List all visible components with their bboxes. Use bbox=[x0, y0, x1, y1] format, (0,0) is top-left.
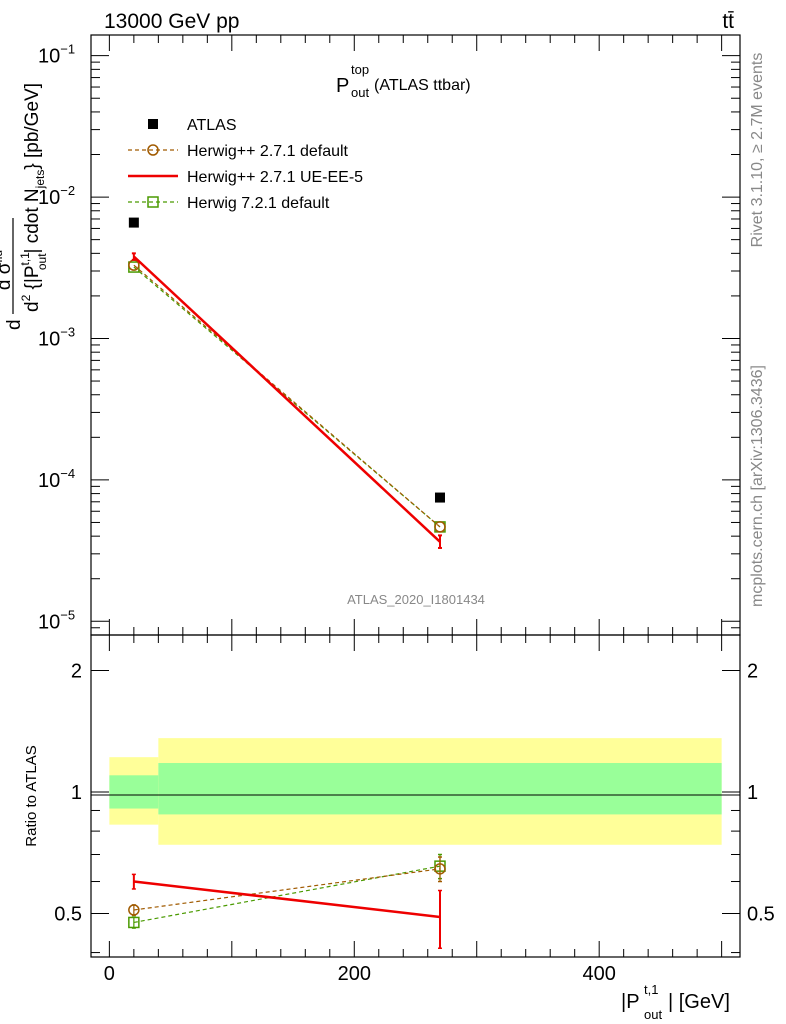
xlabel-suffix: | [GeV] bbox=[668, 991, 730, 1013]
ylabel-numerator: d σfid bbox=[0, 250, 15, 290]
legend-label: Herwig++ 2.7.1 default bbox=[187, 143, 349, 160]
x-axis-label: |P t,1 out | [GeV] bbox=[621, 982, 730, 1022]
mcplots-label: mcplots.cern.ch [arXiv:1306.3436] bbox=[749, 365, 766, 607]
title-sub: out bbox=[351, 85, 369, 100]
ratio-uncertainty-bands bbox=[109, 738, 722, 845]
title-sup: top bbox=[351, 62, 369, 77]
ratio-y-tick-label-right: 2 bbox=[747, 661, 758, 683]
main-y-ticks bbox=[91, 55, 740, 636]
title-p: P bbox=[336, 75, 349, 97]
svg-text:P: P bbox=[336, 75, 349, 97]
xlabel-sup: t,1 bbox=[644, 982, 658, 997]
main-series bbox=[128, 261, 446, 533]
data-point bbox=[434, 492, 445, 503]
energy-label: 13000 GeV pp bbox=[104, 10, 239, 33]
legend-label: Herwig++ 2.7.1 UE-EE-5 bbox=[187, 169, 363, 186]
data-point bbox=[128, 904, 140, 916]
main-y-tick-label: 10−1 bbox=[38, 42, 75, 68]
x-tick-label: 200 bbox=[338, 963, 371, 985]
rivet-version-label: Rivet 3.1.10, ≥ 2.7M events bbox=[749, 53, 766, 248]
legend-label: Herwig 7.2.1 default bbox=[187, 195, 330, 212]
legend-item: ATLAS bbox=[148, 117, 237, 134]
series-line bbox=[133, 266, 441, 528]
main-data-layer bbox=[128, 217, 446, 549]
title-suffix: (ATLAS ttbar) bbox=[374, 77, 471, 94]
main-y-tick-labels: 10−1 10−2 10−3 10−4 10−5 bbox=[38, 42, 75, 634]
ratio-data-layer bbox=[128, 853, 446, 949]
series-line bbox=[133, 255, 441, 543]
main-title: P top out (ATLAS ttbar) bbox=[336, 62, 471, 100]
ratio-line bbox=[133, 868, 441, 911]
legend-item: Herwig++ 2.7.1 default bbox=[128, 143, 349, 160]
legend: ATLAS Herwig++ 2.7.1 default Herwig++ 2.7.… bbox=[128, 117, 363, 212]
main-series bbox=[131, 252, 442, 549]
main-series bbox=[128, 217, 445, 503]
ratio-y-tick-label-right: 0.5 bbox=[747, 903, 775, 925]
ratio-y-ticks: 0.5 0.5 1 1 2 2 bbox=[54, 661, 775, 954]
ratio-line bbox=[133, 880, 441, 919]
ratio-series bbox=[128, 853, 446, 929]
series-line bbox=[133, 264, 441, 528]
ratio-y-tick-label: 1 bbox=[71, 782, 82, 804]
main-y-tick-label: 10−3 bbox=[38, 324, 75, 350]
ratio-series bbox=[128, 856, 446, 916]
main-y-tick-label: 10−2 bbox=[38, 183, 75, 209]
ratio-series bbox=[131, 873, 442, 949]
ratio-y-axis-label: Ratio to ATLAS bbox=[23, 745, 40, 846]
ratio-y-tick-label: 0.5 bbox=[54, 903, 82, 925]
ratio-plot-border bbox=[90, 634, 741, 958]
xlabel-sub: out bbox=[644, 1007, 662, 1022]
x-axis-ticks: 0 200 400 bbox=[104, 35, 723, 985]
legend-label: ATLAS bbox=[187, 117, 237, 134]
process-label: tt̄ bbox=[722, 10, 734, 33]
xlabel-main: |P bbox=[621, 991, 640, 1013]
data-point bbox=[128, 217, 139, 228]
ylabel-d: d bbox=[4, 319, 25, 330]
legend-item: Herwig 7.2.1 default bbox=[128, 195, 330, 212]
data-point bbox=[128, 916, 140, 929]
ratio-y-tick-label-right: 1 bbox=[747, 782, 758, 804]
data-point bbox=[148, 119, 158, 129]
ylabel-denominator: d2 {|Pt,1 out| cdot Njets} [pb/GeV] bbox=[18, 83, 49, 312]
x-tick-label: 400 bbox=[582, 963, 615, 985]
data-point bbox=[434, 521, 446, 533]
main-y-tick-label: 10−4 bbox=[38, 466, 75, 492]
ratio-band-inner bbox=[109, 775, 159, 809]
legend-item: Herwig++ 2.7.1 UE-EE-5 bbox=[128, 169, 363, 186]
data-point bbox=[147, 144, 159, 156]
analysis-id: ATLAS_2020_I1801434 bbox=[347, 592, 485, 607]
x-tick-label: 0 bbox=[104, 963, 115, 985]
data-point bbox=[434, 863, 446, 875]
data-point bbox=[147, 196, 159, 208]
ratio-line bbox=[133, 865, 441, 924]
ratio-band-inner bbox=[158, 763, 722, 815]
ratio-y-tick-label: 2 bbox=[71, 661, 82, 683]
main-y-tick-label: 10−5 bbox=[38, 607, 75, 633]
